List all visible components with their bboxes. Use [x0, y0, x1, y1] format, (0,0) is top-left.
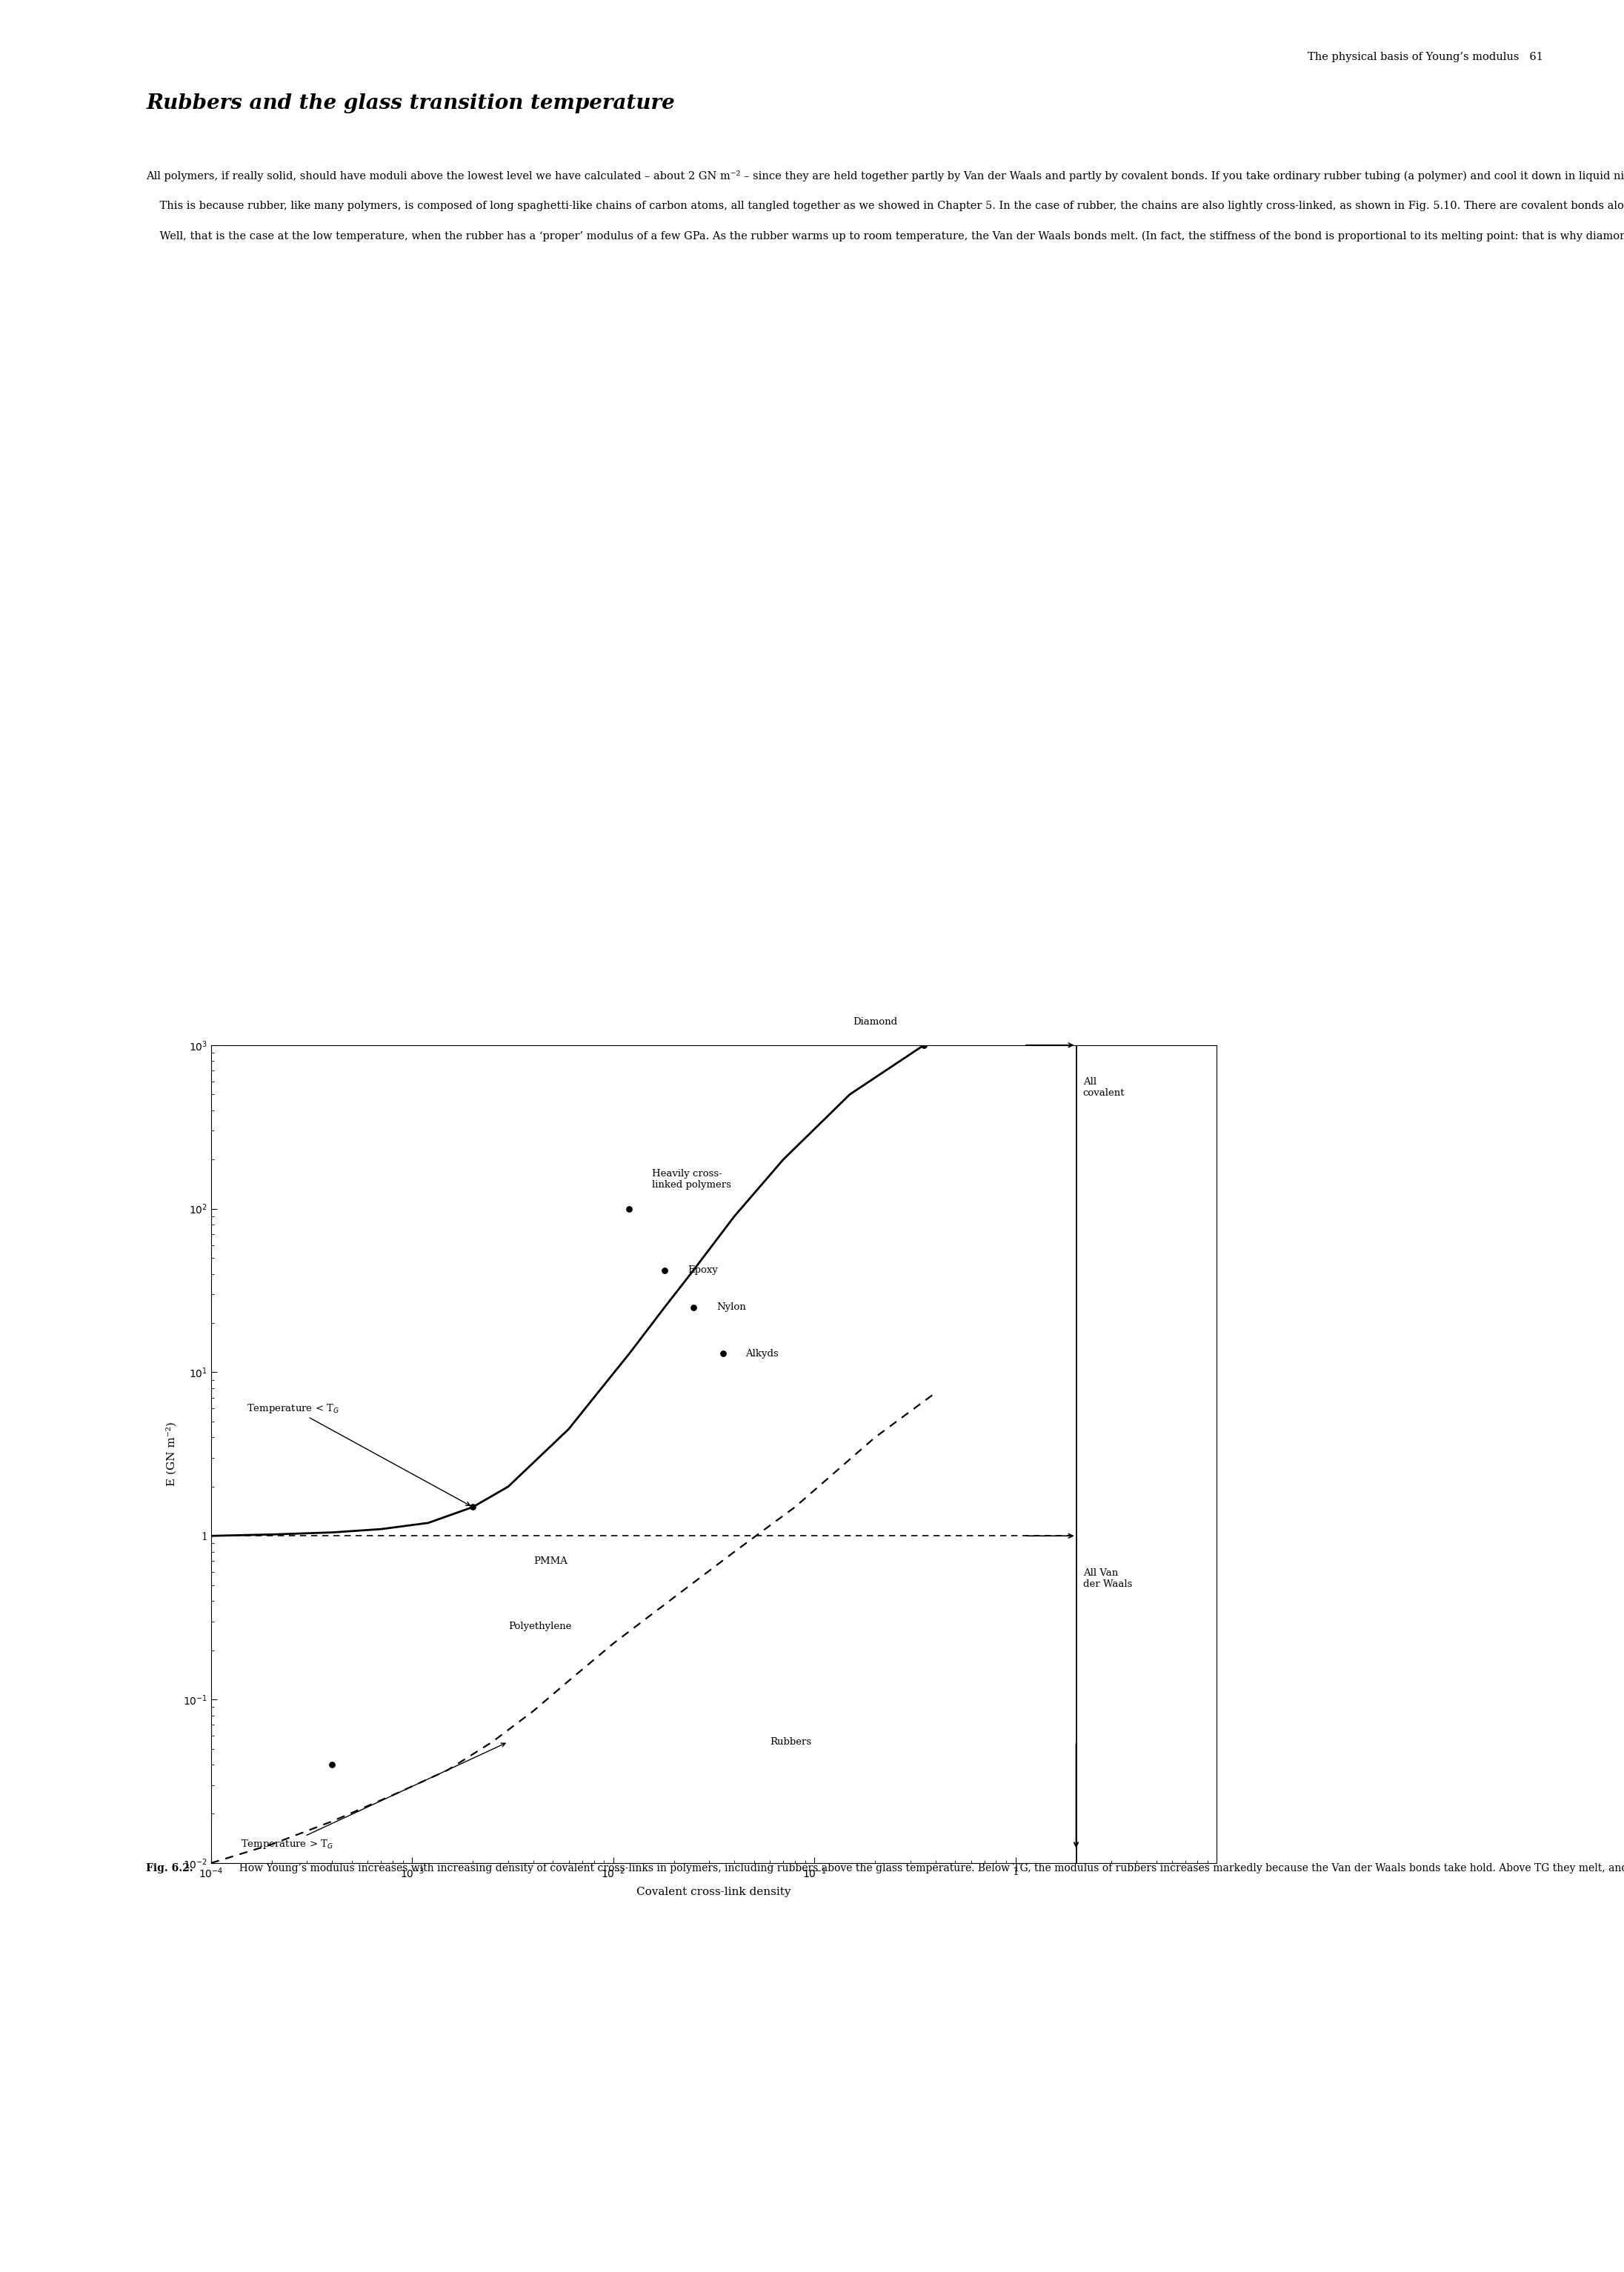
- Text: The physical basis of Young’s modulus   61: The physical basis of Young’s modulus 61: [1307, 52, 1543, 61]
- Text: Alkyds: Alkyds: [745, 1350, 780, 1359]
- Text: Rubbers and the glass transition temperature: Rubbers and the glass transition tempera…: [146, 93, 676, 114]
- Text: Fig. 6.2.: Fig. 6.2.: [146, 1863, 193, 1874]
- Point: [320, 1747, 346, 1784]
- Text: How Young’s modulus increases with increasing density of covalent cross-links in: How Young’s modulus increases with incre…: [232, 1863, 1624, 1874]
- Text: Temperature > T$_G$: Temperature > T$_G$: [240, 1743, 505, 1852]
- Text: All polymers, if really solid, should have moduli above the lowest level we have: All polymers, if really solid, should ha…: [146, 170, 1624, 241]
- Point: [680, 1288, 706, 1325]
- Point: [460, 1488, 486, 1525]
- Point: [911, 1027, 937, 1063]
- X-axis label: Covalent cross-link density: Covalent cross-link density: [637, 1886, 791, 1897]
- Point: [710, 1336, 736, 1372]
- Point: [615, 1191, 641, 1227]
- Text: All Van
der Waals: All Van der Waals: [1083, 1568, 1132, 1588]
- Text: Temperature < T$_G$: Temperature < T$_G$: [247, 1402, 469, 1506]
- Text: All
covalent: All covalent: [1083, 1077, 1125, 1097]
- Text: Polyethylene: Polyethylene: [508, 1622, 572, 1631]
- Point: [651, 1252, 677, 1288]
- Text: PMMA: PMMA: [533, 1556, 567, 1565]
- Y-axis label: E (GN m⁻²): E (GN m⁻²): [166, 1422, 177, 1486]
- Text: Heavily cross-
linked polymers: Heavily cross- linked polymers: [653, 1170, 731, 1191]
- Text: Epoxy: Epoxy: [687, 1266, 718, 1275]
- Text: Diamond: Diamond: [853, 1018, 898, 1027]
- Text: Rubbers: Rubbers: [770, 1738, 812, 1747]
- Text: Nylon: Nylon: [716, 1302, 745, 1311]
